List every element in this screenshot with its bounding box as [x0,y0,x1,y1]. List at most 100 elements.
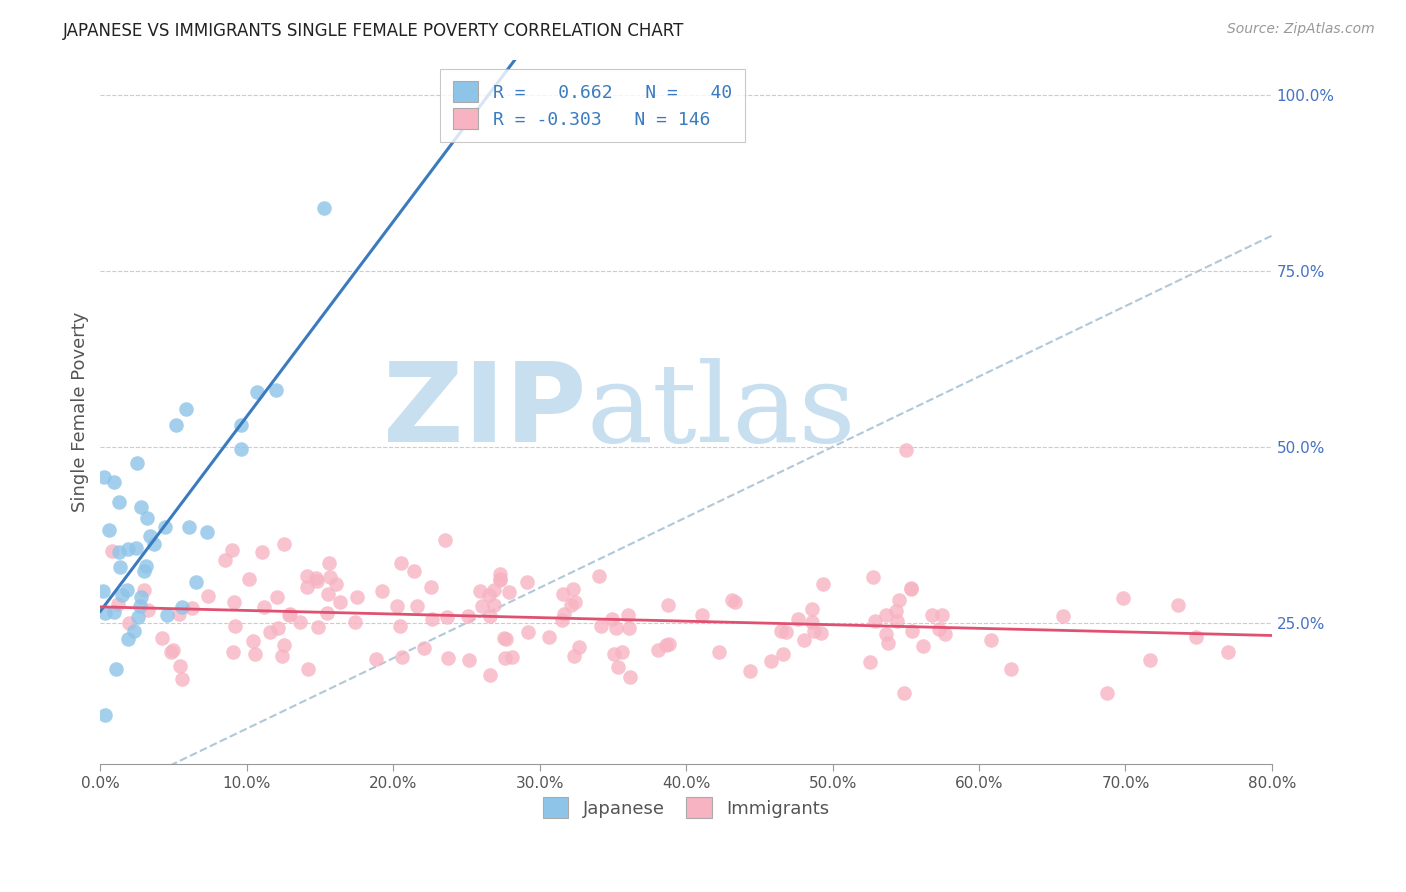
Point [886,615,908,629]
Point [863,614,886,628]
Point [253,599,276,614]
Point [312,202,335,216]
Point [288,615,311,629]
Point [346,590,368,604]
Point [139,529,162,543]
Point [231,442,253,456]
Point [389,618,412,632]
Point [128,599,150,613]
Point [169,658,191,673]
Point [221,543,243,558]
Point [344,615,367,629]
Point [319,570,342,584]
Point [478,608,501,623]
Point [224,618,246,632]
Point [619,621,641,635]
Point [278,607,301,621]
Point [889,592,911,607]
Point [900,582,922,597]
Point [931,607,953,622]
Point [318,556,340,570]
Point [278,608,301,623]
Point [761,654,783,668]
Point [156,608,179,623]
Point [108,495,131,509]
Point [775,625,797,640]
Point [180,601,202,615]
Point [484,599,506,613]
Point [495,632,517,647]
Point [457,653,479,667]
Point [245,647,267,661]
Point [877,636,900,650]
Point [267,622,290,636]
Point [165,418,187,433]
Point [801,602,824,616]
Point [884,604,907,618]
Point [318,586,340,600]
Point [859,655,882,669]
Point [127,457,149,471]
Point [270,649,292,664]
Point [811,577,834,591]
Point [117,542,139,557]
Point [437,650,460,665]
Point [921,608,943,623]
Point [238,572,260,586]
Point [516,575,538,590]
Point [478,588,501,602]
Point [122,624,145,639]
Point [875,608,897,623]
Point [371,583,394,598]
Text: ZIP: ZIP [384,359,586,466]
Point [875,627,897,641]
Point [468,584,491,599]
Point [307,620,329,634]
Point [657,598,679,612]
Point [170,673,193,687]
Text: JAPANESE VS IMMIGRANTS SINGLE FEMALE POVERTY CORRELATION CHART: JAPANESE VS IMMIGRANTS SINGLE FEMALE POV… [63,22,685,40]
Point [420,612,443,626]
Point [107,545,129,559]
Point [170,599,193,614]
Point [553,586,575,600]
Point [250,545,273,559]
Point [562,649,585,664]
Point [229,418,252,433]
Point [600,612,623,626]
Point [197,589,219,603]
Point [488,567,510,582]
Point [160,645,183,659]
Point [104,662,127,676]
Point [482,583,505,598]
Point [129,500,152,514]
Point [723,595,745,609]
Point [980,633,1002,648]
Point [222,645,245,659]
Point [1185,630,1208,644]
Point [901,624,924,638]
Point [516,624,538,639]
Point [364,651,387,665]
Point [568,640,591,655]
Point [118,615,141,630]
Point [612,645,634,659]
Point [894,443,917,458]
Point [1000,662,1022,676]
Point [605,621,627,635]
Point [297,568,319,582]
Point [721,592,744,607]
Point [195,524,218,539]
Point [259,625,281,640]
Point [928,622,950,636]
Point [110,560,132,574]
Point [538,630,561,644]
Point [224,595,246,609]
Point [434,533,457,547]
Point [242,634,264,648]
Point [91,583,114,598]
Point [127,610,149,624]
Point [115,582,138,597]
Point [214,553,236,567]
Point [124,541,146,555]
